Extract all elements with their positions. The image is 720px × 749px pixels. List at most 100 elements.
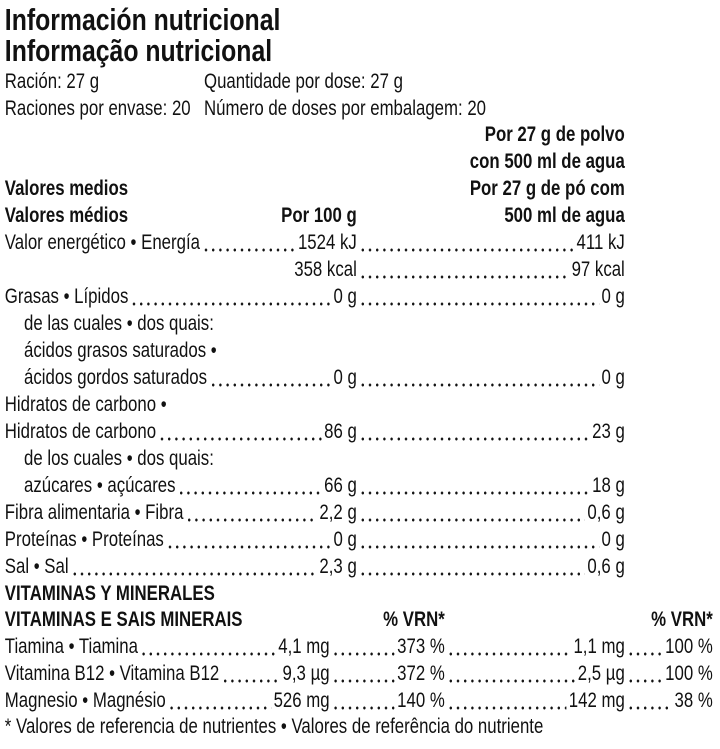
value-per-100g: 66 g (324, 474, 357, 497)
serving-info: Raciones por envase: 20 (4, 97, 191, 120)
dot-leader (359, 283, 600, 310)
value-per-100g: 86 g (324, 420, 357, 443)
vitamin-label: Vitamina B12 • Vitamina B12 (4, 662, 220, 685)
serving-info: Número de doses por embalagem: 20 (204, 97, 487, 120)
value-per-serving: 0 g (601, 528, 625, 551)
vitamin-label: Magnesio • Magnésio (4, 689, 166, 712)
title: Información nutricional (4, 2, 281, 37)
nutrient-label: ácidos grasos saturados • (24, 339, 217, 362)
nutrient-label: Grasas • Lípidos (4, 285, 129, 308)
column-header: Por 27 g de pó com (469, 177, 625, 200)
vrn-per-100g: 372 % (397, 662, 445, 685)
row-segment: 358 kcal (5, 256, 357, 283)
nutrient-label: ácidos gordos saturados (24, 366, 208, 389)
dot-leader (166, 526, 332, 553)
dot-leader (70, 553, 318, 580)
dot-leader (359, 364, 600, 391)
row-segment: Proteínas • Proteínas 0 g (5, 526, 357, 553)
row-segment: Vitamina B12 • Vitamina B12 9,3 µg (5, 660, 330, 687)
row-segment: Tiamina • Tiamina 4,1 mg (5, 633, 330, 660)
value-per-100g: 9,3 µg (282, 662, 330, 685)
value-per-100g: 4,1 mg (278, 635, 330, 658)
dot-leader (359, 418, 590, 445)
value-per-100g: 2,3 g (319, 555, 357, 578)
row-segment: azúcares • açúcares 66 g (24, 472, 357, 499)
footnote: * Valores de referencia de nutrientes • … (4, 715, 544, 738)
nutrient-label: de los cuales • dos quais: (24, 447, 214, 470)
value-per-serving: 0,6 g (587, 555, 625, 578)
row-segment: 373 % (330, 633, 445, 660)
title: Informação nutricional (4, 33, 273, 68)
section-heading: VITAMINAS E SAIS MINERAIS (4, 608, 243, 631)
row-segment: 18 g (357, 472, 625, 499)
dot-leader (177, 472, 322, 499)
vitamin-label: Tiamina • Tiamina (4, 635, 138, 658)
row-segment: 23 g (357, 418, 625, 445)
value-per-serving: 97 kcal (571, 258, 625, 281)
row-segment: Fibra alimentaria • Fibra 2,2 g (5, 499, 357, 526)
vrn-per-serving: 100 % (665, 662, 713, 685)
label-header: Valores médios (4, 204, 129, 227)
vrn-header: % VRN* (651, 608, 713, 631)
dot-leader (359, 256, 570, 283)
value-per-serving: 2,5 µg (577, 662, 625, 685)
row-segment: 0,6 g (357, 499, 625, 526)
row-segment: ácidos gordos saturados 0 g (24, 364, 357, 391)
nutrient-label: de las cuales • dos quais: (24, 312, 214, 335)
value-per-100g: 2,2 g (319, 501, 357, 524)
row-segment: Sal • Sal 2,3 g (5, 553, 357, 580)
value-per-serving: 0 g (601, 366, 625, 389)
value-per-serving: 142 mg (568, 689, 625, 712)
nutrient-label: Fibra alimentaria • Fibra (4, 501, 184, 524)
row-segment: 0 g (357, 526, 625, 553)
dot-leader (447, 633, 572, 660)
value-per-100g: 0 g (333, 285, 357, 308)
nutrient-label: Hidratos de carbono (4, 420, 157, 443)
dot-leader (359, 229, 575, 256)
column-header: Por 27 g de polvo (484, 123, 625, 146)
dot-leader (185, 499, 318, 526)
dot-leader (209, 364, 332, 391)
row-segment: 140 % (330, 687, 445, 714)
vrn-header: % VRN* (383, 608, 445, 631)
row-segment: Valor energético • Energía 1524 kJ (5, 229, 357, 256)
row-segment: Magnesio • Magnésio 526 mg (5, 687, 330, 714)
dot-leader (359, 553, 586, 580)
row-segment: 0 g (357, 283, 625, 310)
dot-leader (332, 687, 395, 714)
nutrient-label: Proteínas • Proteínas (4, 528, 164, 551)
dot-leader (221, 660, 281, 687)
nutrient-label: Sal • Sal (4, 555, 69, 578)
nutrient-label: Valor energético • Energía (4, 231, 200, 254)
row-segment: 2,5 µg (445, 660, 625, 687)
value-per-100g: 526 mg (273, 689, 330, 712)
dot-leader (627, 633, 663, 660)
row-segment: 100 % (625, 633, 713, 660)
column-header: con 500 ml de agua (469, 150, 625, 173)
serving-info: Quantidade por dose: 27 g (204, 70, 403, 93)
spacer (7, 256, 292, 283)
dot-leader (158, 418, 322, 445)
row-segment: Grasas • Lípidos 0 g (5, 283, 357, 310)
row-segment: 0,6 g (357, 553, 625, 580)
value-per-serving: 0 g (601, 285, 625, 308)
vrn-per-serving: 38 % (674, 689, 713, 712)
value-per-serving: 0,6 g (587, 501, 625, 524)
label-header: Valores medios (4, 177, 129, 200)
dot-leader (130, 283, 332, 310)
dot-leader (447, 660, 576, 687)
vrn-per-100g: 140 % (397, 689, 445, 712)
nutrient-label: Hidratos de carbono • (4, 393, 167, 416)
dot-leader (140, 633, 276, 660)
value-per-100g: 0 g (333, 528, 357, 551)
row-segment: 142 mg (445, 687, 625, 714)
row-segment: 0 g (357, 364, 625, 391)
nutrient-label: azúcares • açúcares (24, 474, 176, 497)
dot-leader (168, 687, 272, 714)
value-per-100g: 358 kcal (294, 258, 357, 281)
dot-leader (627, 660, 663, 687)
value-per-100g: 0 g (333, 366, 357, 389)
value-per-serving: 411 kJ (576, 231, 625, 254)
column-header: Por 100 g (281, 204, 357, 227)
row-segment: 1,1 mg (445, 633, 625, 660)
